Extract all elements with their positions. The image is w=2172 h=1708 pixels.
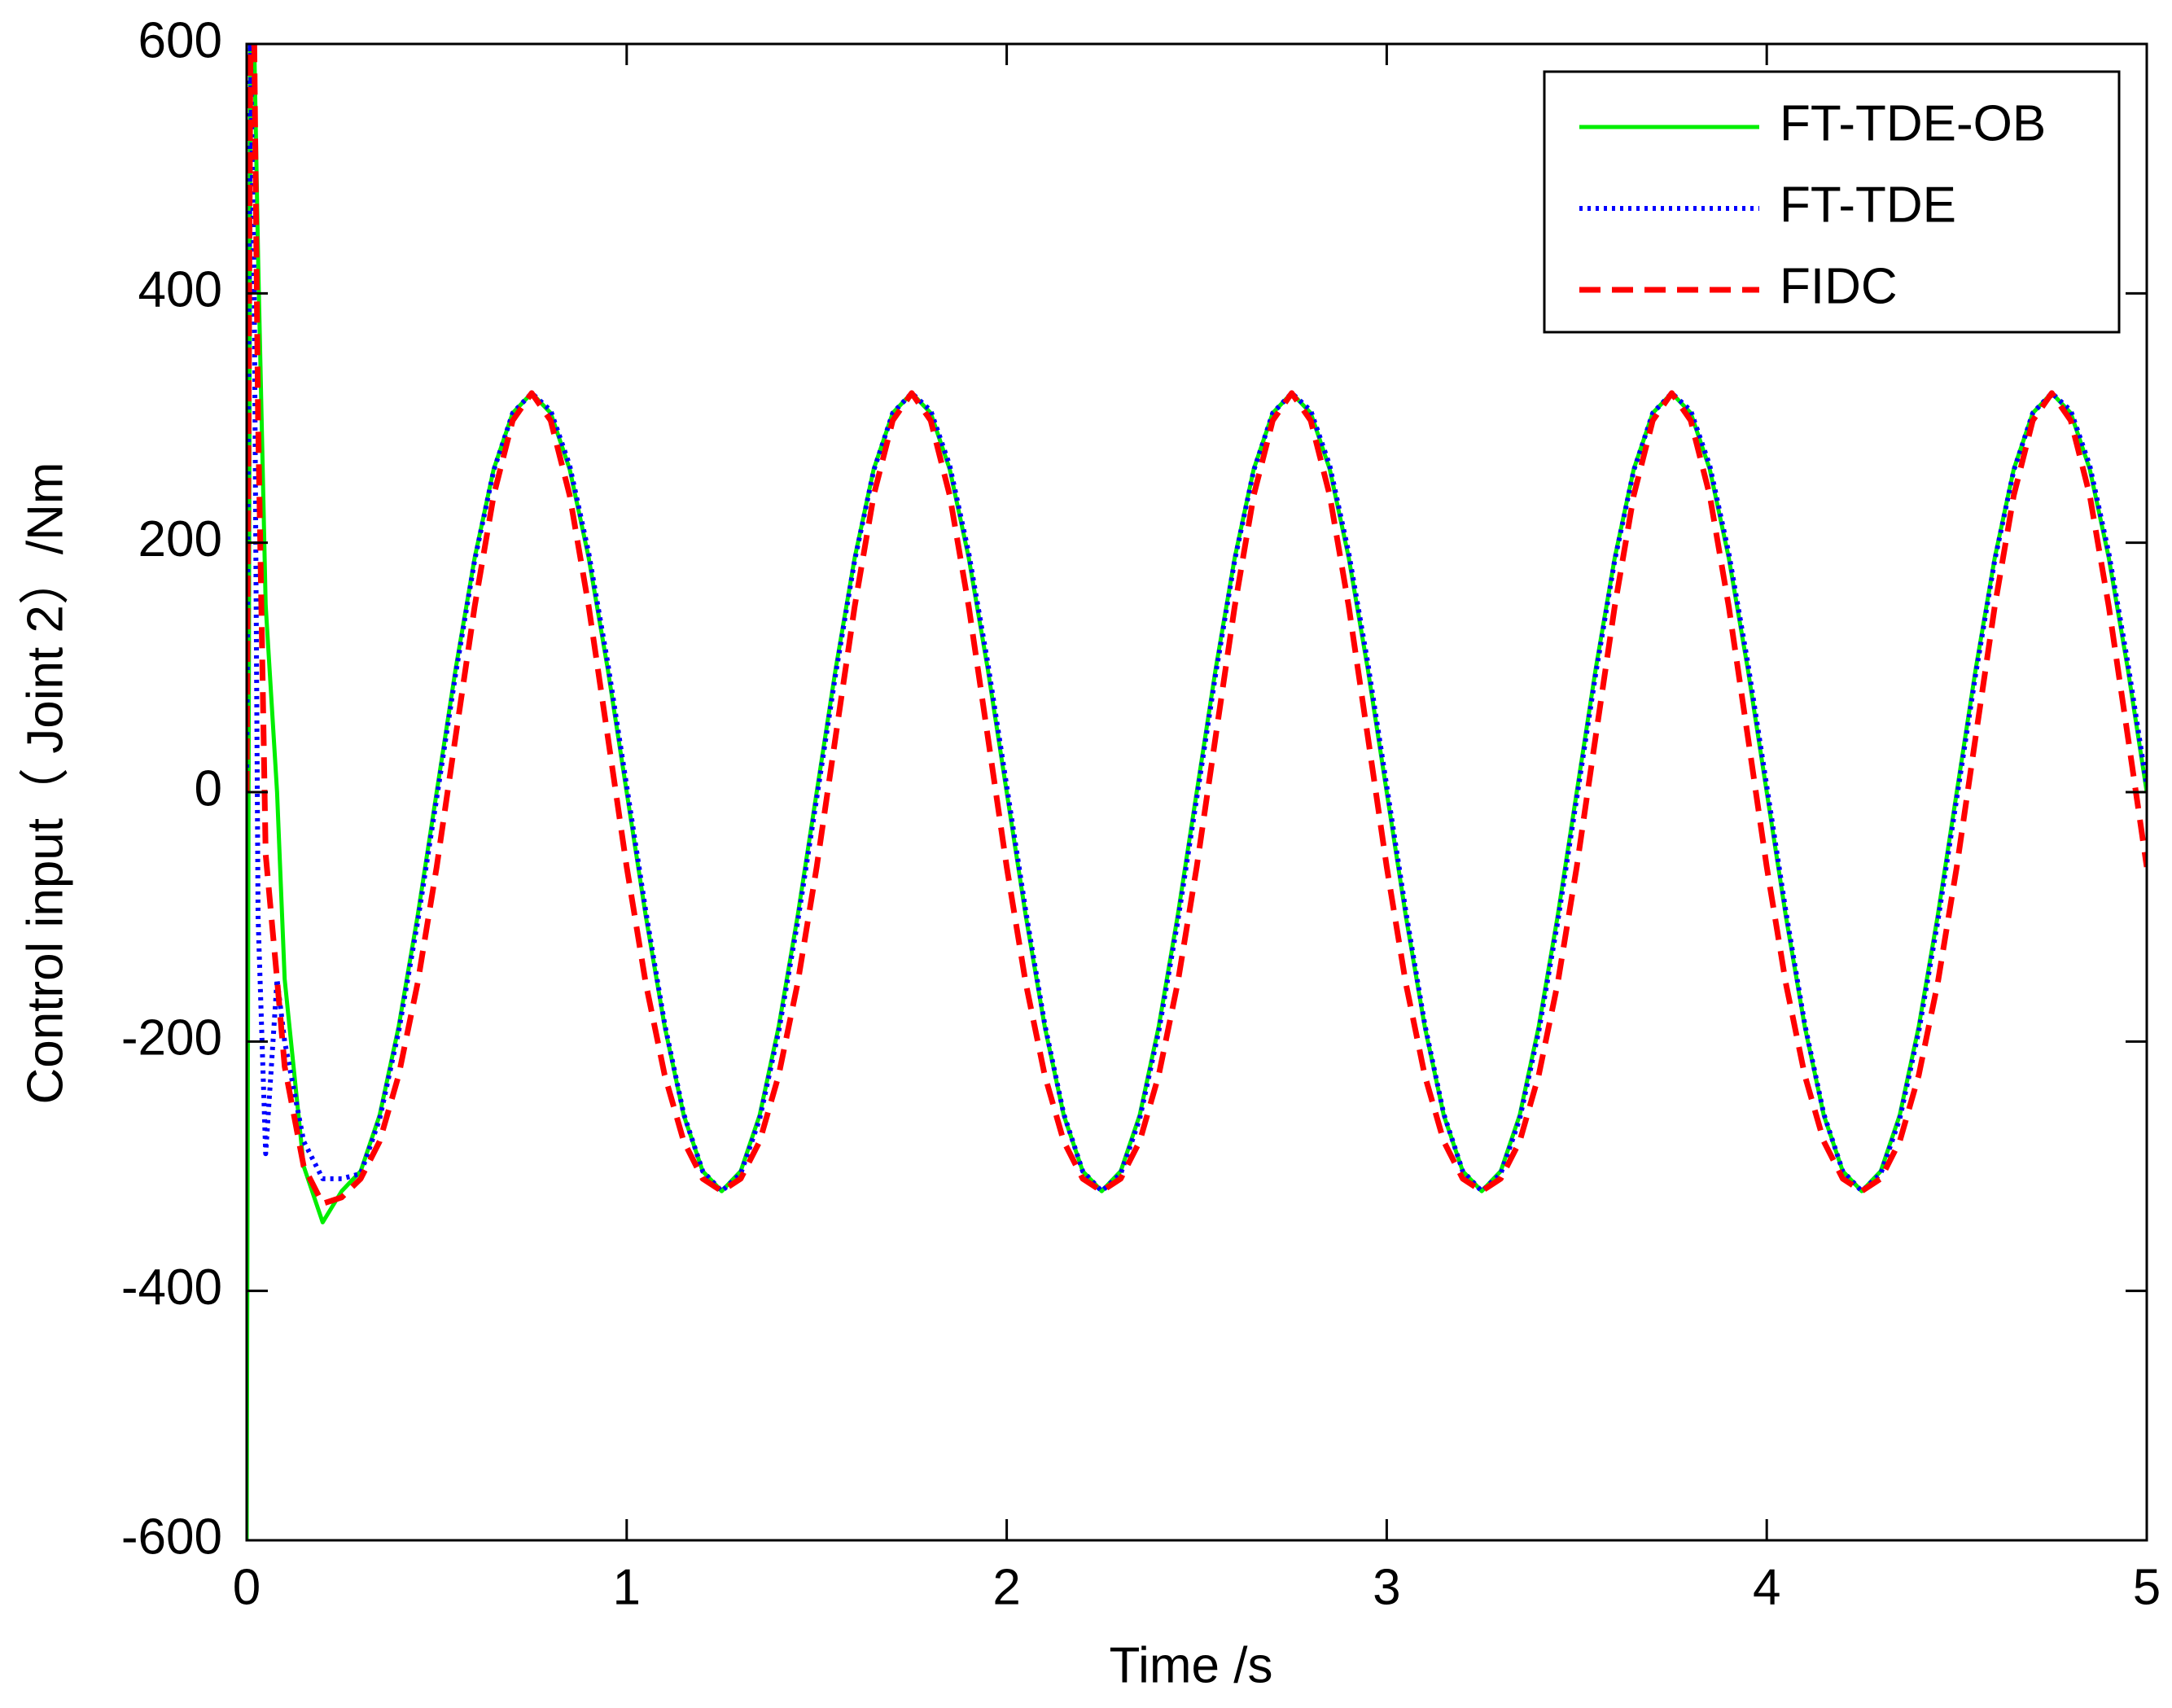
y-tick-label: 400 [138, 262, 222, 318]
series-line [247, 44, 2147, 1207]
legend-label: FIDC [1780, 258, 1898, 314]
plot-lines [247, 44, 2147, 1540]
y-axis-label: Control input（ Joint 2）/Nm [17, 462, 73, 1104]
y-tick-label: -400 [121, 1259, 222, 1316]
y-tick-label: 200 [138, 511, 222, 567]
y-tick-label: 0 [195, 760, 222, 817]
x-tick-label: 1 [613, 1559, 641, 1615]
x-tick-label: 4 [1753, 1559, 1780, 1615]
x-tick-label: 5 [2133, 1559, 2161, 1615]
y-tick-label: -600 [121, 1509, 222, 1565]
x-axis-label: Time /s [1110, 1637, 1273, 1693]
legend-label: FT-TDE [1780, 177, 1956, 233]
y-tick-label: -200 [121, 1010, 222, 1066]
series-line [247, 44, 2147, 1194]
x-tick-label: 3 [1373, 1559, 1400, 1615]
x-tick-label: 0 [233, 1559, 261, 1615]
legend-box [1543, 70, 2121, 334]
x-tick-label: 2 [992, 1559, 1020, 1615]
legend-label: FT-TDE-OB [1780, 95, 2046, 151]
y-tick-label: 600 [138, 12, 222, 68]
